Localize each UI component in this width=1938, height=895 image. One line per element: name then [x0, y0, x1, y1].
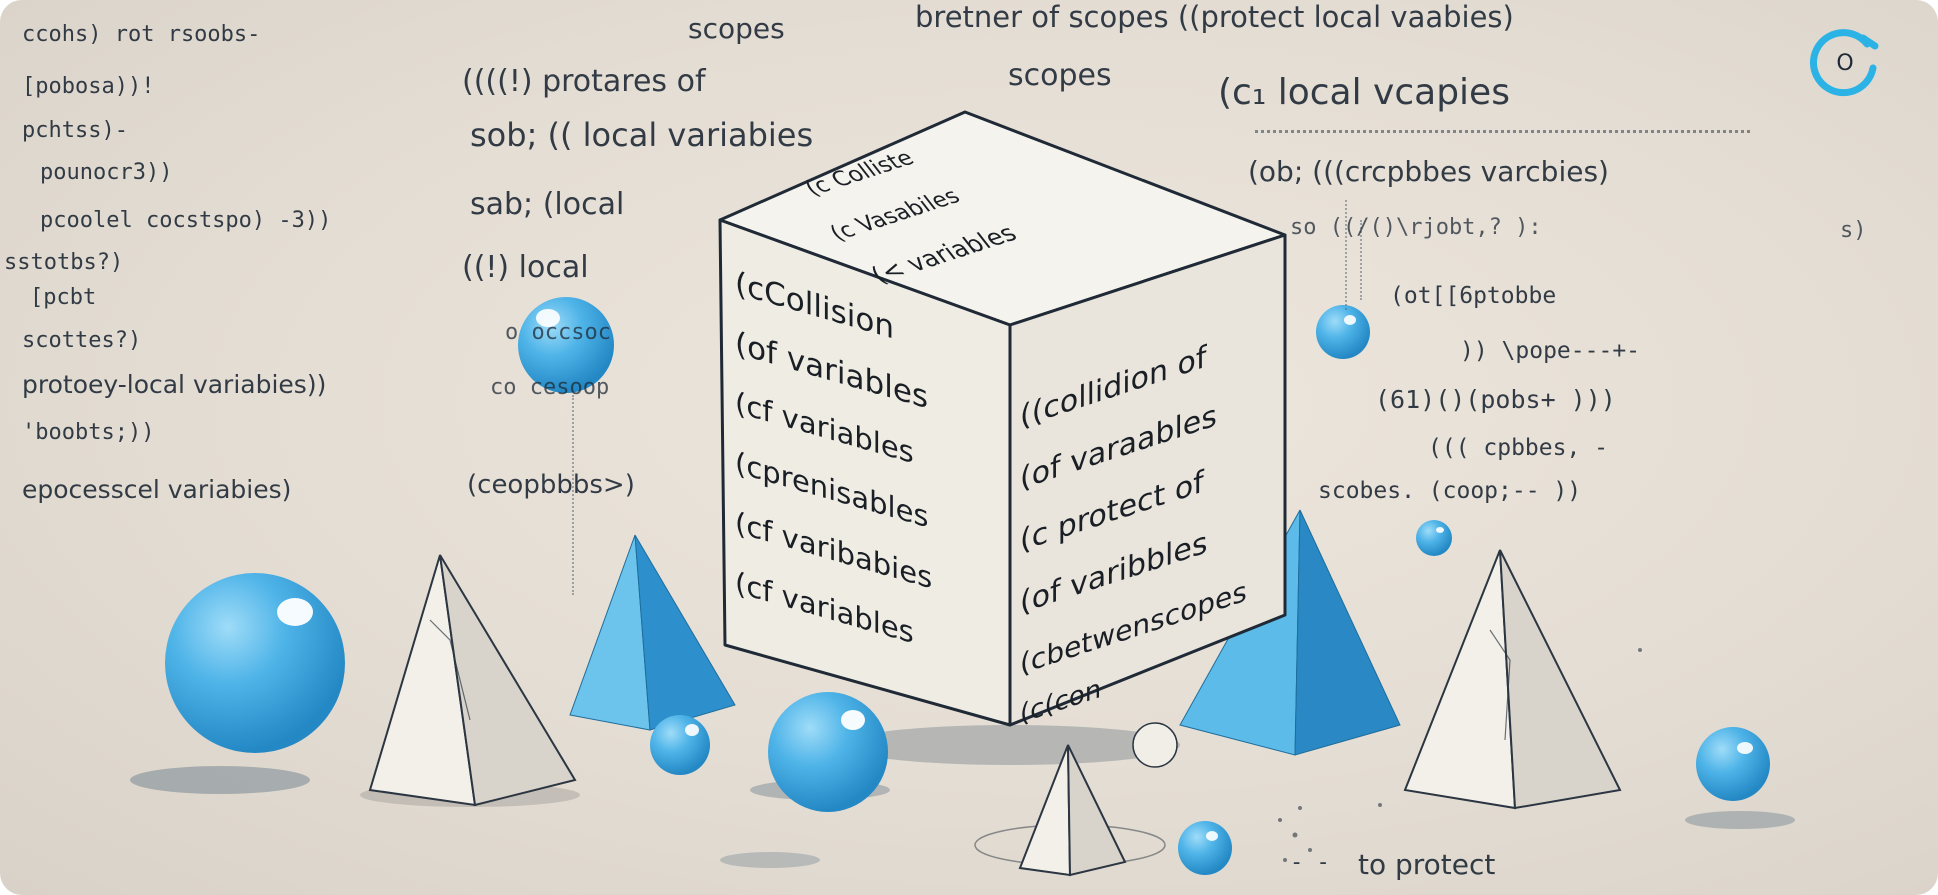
code-line: scopes — [688, 12, 785, 45]
code-line: co cesoop — [490, 375, 610, 400]
code-line: protoey-local variabies)) — [22, 370, 327, 399]
code-line: ((((!) protares of — [462, 64, 706, 99]
logo-label: O — [1836, 51, 1854, 76]
sphere-large — [165, 573, 345, 753]
ball-shadow — [720, 852, 820, 868]
code-line: ((( cpbbes, - — [1428, 435, 1609, 461]
code-line: scottes?) — [22, 328, 142, 353]
floor-specks — [1278, 648, 1642, 862]
pyramid-small — [1018, 744, 1127, 877]
code-line: o occsoc — [505, 320, 611, 345]
cube-art — [718, 110, 1287, 727]
sphere-mid — [768, 692, 888, 812]
dotted-rule — [1255, 130, 1750, 133]
ring-icon — [1810, 29, 1879, 97]
sphere-right-tiny — [1416, 520, 1452, 556]
code-line: sob; (( local variabies — [470, 116, 814, 154]
code-line: (ob; (((crcpbbes varcbies) — [1248, 155, 1609, 188]
code-line: sstotbs?) — [4, 250, 124, 275]
cube-shadow — [840, 725, 1180, 765]
code-line: pchtss)- — [22, 118, 128, 143]
variable-scope-cube: (c Colliste (c Vasabiles (< variables (c… — [700, 100, 1300, 740]
pyramid-blue-left — [569, 534, 736, 731]
code-line: [pobosa))! — [22, 74, 155, 99]
code-line: (ot[[6ptobbe — [1390, 283, 1557, 309]
pyramid-left — [368, 554, 577, 807]
code-line: )) \pope---+- — [1460, 338, 1641, 364]
sphere-right-upper — [1316, 305, 1370, 359]
code-line: epocesscel variabies) — [22, 475, 292, 504]
code-line: ccohs) rot rsoobs- — [22, 22, 261, 47]
code-line: bretner of scopes ((protect local vaabie… — [915, 0, 1514, 34]
pebble — [1132, 722, 1178, 768]
sphere-upper-left — [518, 297, 614, 393]
ball-shadow — [130, 766, 310, 794]
sphere-small — [650, 715, 710, 775]
code-line: sab; (local — [470, 187, 625, 222]
sphere-bottom — [1178, 821, 1232, 875]
code-line: (c₁ local vcapies — [1218, 72, 1510, 113]
code-line: [pcbt — [30, 285, 97, 310]
code-line: s) — [1840, 218, 1867, 243]
bottom-dashes: - - — [1290, 850, 1330, 875]
code-line: (61)()(pobs+ ))) — [1375, 385, 1616, 414]
ball-shadow — [1685, 811, 1795, 829]
guide-line — [572, 395, 574, 595]
code-line: (ceopbbbs>) — [467, 470, 635, 500]
brand-logo: O — [1805, 24, 1885, 104]
code-line: ((!) local — [462, 250, 589, 285]
bottom-caption: to protect — [1358, 848, 1496, 881]
code-line: scopes — [1008, 58, 1112, 93]
guide-line — [1345, 200, 1347, 310]
pyramid-right — [1403, 549, 1622, 810]
guide-line — [1360, 220, 1362, 300]
code-line: pcoolel cocstspo) -3)) — [40, 208, 332, 233]
code-line: pounocr3)) — [40, 160, 173, 185]
code-line: scobes. (coop;-- )) — [1318, 478, 1582, 504]
code-line: 'boobts;)) — [22, 420, 155, 445]
sphere-right — [1696, 727, 1770, 801]
code-line: so ((/()\rjobt,? ): — [1290, 215, 1542, 240]
